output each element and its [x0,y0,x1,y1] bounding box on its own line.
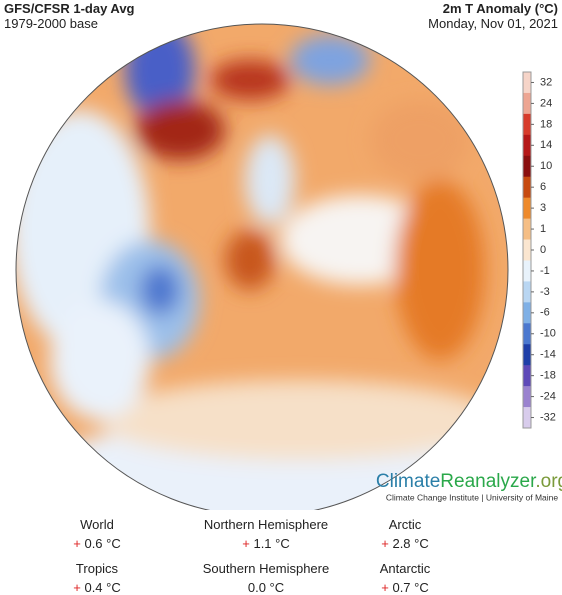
logo: ClimateReanalyzer.org [376,471,562,492]
colorbar-label: 14 [540,139,552,151]
colorbar-swatch [523,239,531,261]
stat-sign: + [73,580,81,595]
colorbar-label: -32 [540,411,556,423]
logo-tagline: Climate Change Institute | University of… [386,492,559,502]
stat-value-row: 0.0 °C [181,580,351,595]
stat-value: 0.6 °C [84,536,121,551]
stat-label: Antarctic [379,561,431,576]
colorbar-swatch [523,323,531,345]
colorbar-label: -6 [540,307,550,319]
colorbar-label: -14 [540,349,556,361]
stat: Antarctic + 0.7 °C [320,561,490,595]
header-right: 2m T Anomaly (°C) Monday, Nov 01, 2021 [428,1,558,31]
stat-value-row: + 2.8 °C [320,536,490,551]
colorbar-label: -1 [540,265,550,277]
stat-value-row: + 1.1 °C [181,536,351,551]
stat-sign: + [381,536,389,551]
colorbar-label: 0 [540,244,546,256]
date: Monday, Nov 01, 2021 [428,16,558,31]
stat-sign: + [381,580,389,595]
stat-value: 0.4 °C [84,580,121,595]
globe-outline [15,23,509,510]
colorbar-swatch [523,134,531,157]
colorbar-label: 6 [540,181,546,193]
colorbar-label: -18 [540,370,556,382]
stat-value-row: + 0.4 °C [12,580,182,595]
colorbar-swatch [523,344,531,366]
colorbar-label: 3 [540,202,546,214]
colorbar-swatch [523,218,531,241]
logo-b: Reanalyzer [440,471,537,492]
stat: Southern Hemisphere 0.0 °C [181,561,351,595]
colorbar-swatch [523,155,531,178]
colorbar-swatch [523,197,531,220]
colorbar-label: -10 [540,328,556,340]
stat-value: 0.7 °C [392,580,429,595]
colorbar-label: 24 [540,97,552,109]
colorbar-swatch [523,386,531,408]
stat: Arctic + 2.8 °C [320,517,490,551]
stat-label: World [80,517,114,532]
header-left: GFS/CFSR 1-day Avg 1979-2000 base [4,1,135,31]
stat-label: Tropics [75,561,119,576]
colorbar-label: 18 [540,118,552,130]
colorbar-swatch [523,281,531,303]
colorbar-swatch [523,72,531,94]
title: GFS/CFSR 1-day Avg [4,1,135,16]
stat-value-row: + 0.6 °C [12,536,182,551]
colorbar-swatch [523,92,531,115]
stat-sign: + [73,536,81,551]
stat: Northern Hemisphere + 1.1 °C [181,517,351,551]
colorbar-swatch [523,365,531,387]
stat-value: 2.8 °C [392,536,429,551]
variable: 2m T Anomaly (°C) [442,1,558,16]
stat: Tropics + 0.4 °C [12,561,182,595]
colorbar-label: 32 [540,76,552,88]
stat: World + 0.6 °C [12,517,182,551]
colorbar-label: 1 [540,223,546,235]
stat-label: Southern Hemisphere [202,561,330,576]
subtitle: 1979-2000 base [4,16,98,31]
stat-label: Arctic [388,517,422,532]
stat-value: 1.1 °C [253,536,290,551]
logo-a: Climate [376,471,440,492]
colorbar-swatch [523,113,531,136]
stat-value: 0.0 °C [247,580,285,595]
colorbar-label: 10 [540,160,552,172]
stat-label: Northern Hemisphere [203,517,329,532]
colorbar-label: -3 [540,286,550,298]
colorbar-swatch [523,407,531,429]
stat-value-row: + 0.7 °C [320,580,490,595]
colorbar-swatch [523,260,531,282]
colorbar-swatch [523,176,531,199]
globe [16,24,508,510]
stat-sign: + [242,536,250,551]
colorbar-label: -24 [540,390,556,402]
logo-c: .org [535,471,562,492]
colorbar-swatch [523,302,531,324]
